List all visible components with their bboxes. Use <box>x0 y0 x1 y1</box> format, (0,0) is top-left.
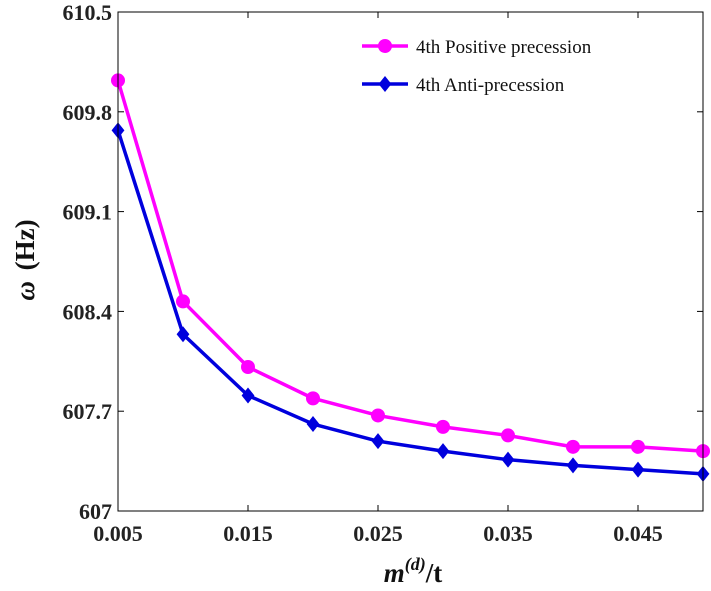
axis-ticks: 607 607.7 608.4 609.1 609.8 610.5 0.005 0.015 0.… <box>63 0 703 546</box>
legend-label: 4th Anti-precession <box>416 75 565 96</box>
data-point <box>241 360 255 375</box>
data-point <box>631 461 645 478</box>
data-point <box>566 439 580 454</box>
data-point <box>306 391 320 406</box>
x-axis-superscript: (d) <box>405 554 426 575</box>
x-tick-label: 0.025 <box>353 521 403 546</box>
legend: 4th Positive precession 4th Anti-precessi… <box>362 37 592 96</box>
data-point <box>501 428 515 443</box>
data-point <box>436 419 450 434</box>
x-axis-label: m(d)/t <box>384 554 443 588</box>
y-axis-label: ω (Hz) <box>10 219 40 300</box>
x-axis-tail: /t <box>425 558 443 588</box>
series-1 <box>111 73 710 459</box>
legend-item: 4th Positive precession <box>362 37 592 58</box>
data-point <box>306 416 320 433</box>
x-tick-label: 0.015 <box>223 521 273 546</box>
y-tick-label: 607.7 <box>63 399 113 424</box>
data-point <box>371 433 385 450</box>
series-2 <box>111 122 710 482</box>
legend-marker <box>378 76 392 92</box>
series-layer <box>111 73 710 482</box>
y-tick-label: 609.8 <box>63 100 113 125</box>
y-axis-unit: (Hz) <box>10 219 40 270</box>
series-line <box>116 79 704 453</box>
legend-item: 4th Anti-precession <box>362 75 565 96</box>
legend-label: 4th Positive precession <box>416 37 592 58</box>
series-line <box>116 129 704 476</box>
plot-frame <box>117 11 704 512</box>
data-point <box>176 326 190 343</box>
legend-marker <box>378 39 392 53</box>
x-axis-base: m <box>384 558 405 588</box>
y-axis-symbol: ω <box>10 281 40 301</box>
data-point <box>176 294 190 309</box>
x-tick-label: 0.005 <box>93 521 143 546</box>
data-point <box>436 443 450 460</box>
y-tick-label: 609.1 <box>63 200 113 225</box>
y-tick-label: 610.5 <box>63 0 113 25</box>
x-tick-label: 0.035 <box>483 521 533 546</box>
data-point <box>501 451 515 468</box>
x-tick-label: 0.045 <box>613 521 663 546</box>
data-point <box>371 408 385 423</box>
y-tick-label: 607 <box>79 499 112 524</box>
data-point <box>631 439 645 454</box>
data-point <box>241 387 255 404</box>
y-tick-label: 608.4 <box>63 299 113 324</box>
data-point <box>566 457 580 474</box>
